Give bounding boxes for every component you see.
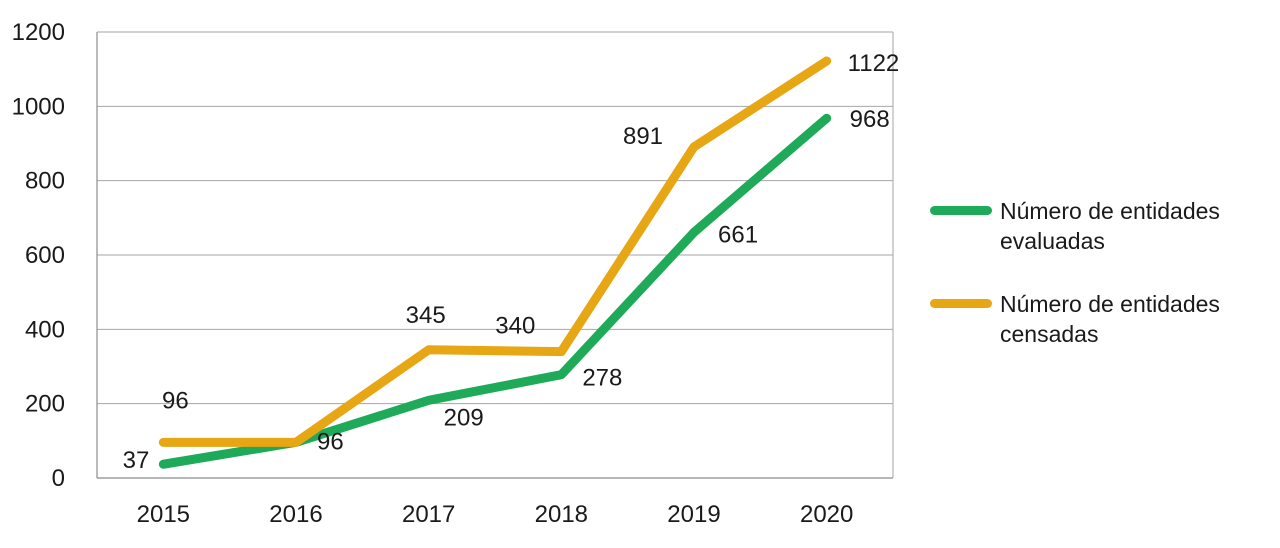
data-label: 968: [850, 106, 890, 133]
x-axis-tick-label: 2019: [667, 501, 720, 528]
y-axis-tick-label: 400: [25, 316, 65, 343]
x-axis-tick-label: 2015: [137, 501, 190, 528]
chart-legend: Número de entidades evaluadas Número de …: [930, 196, 1270, 349]
data-label: 661: [718, 221, 758, 248]
data-label: 1122: [848, 50, 900, 77]
data-label: 96: [162, 387, 189, 414]
data-label: 278: [582, 365, 622, 392]
data-label: 209: [444, 404, 484, 431]
x-axis-tick-label: 2017: [402, 501, 455, 528]
legend-swatch: [930, 298, 992, 308]
y-axis-tick-label: 1000: [12, 93, 65, 120]
series-line-censadas: [158, 56, 832, 447]
y-axis-tick-label: 1200: [12, 19, 65, 46]
x-axis-tick-label: 2016: [269, 501, 322, 528]
y-axis-tick-label: 600: [25, 242, 65, 269]
data-label: 37: [123, 447, 150, 474]
legend-swatch: [930, 206, 992, 215]
x-axis-tick-label: 2018: [535, 501, 588, 528]
legend-item-censadas: Número de entidades censadas: [930, 289, 1270, 350]
y-axis-tick-label: 200: [25, 391, 65, 418]
data-label: 345: [406, 302, 446, 329]
y-axis-tick-label: 800: [25, 168, 65, 195]
series-line-evaluadas: [158, 113, 832, 469]
legend-label: Número de entidades censadas: [1000, 290, 1220, 348]
y-axis-tick-label: 0: [52, 465, 65, 492]
data-label: 96: [317, 428, 344, 455]
data-label: 340: [495, 313, 535, 340]
x-axis-tick-label: 2020: [800, 501, 853, 528]
data-label: 891: [623, 123, 663, 150]
legend-item-evaluadas: Número de entidades evaluadas: [930, 196, 1270, 257]
legend-label: Número de entidades evaluadas: [1000, 198, 1220, 255]
